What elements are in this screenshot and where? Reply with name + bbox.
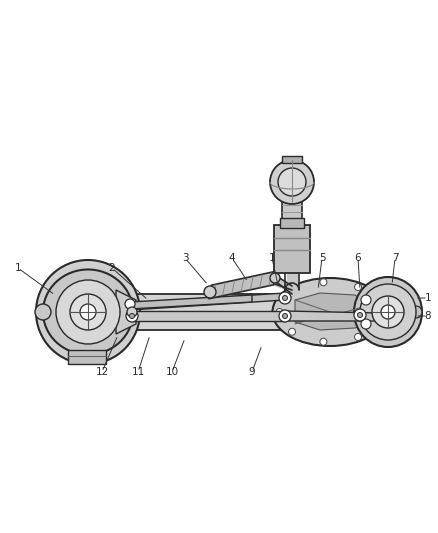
Circle shape (320, 279, 327, 286)
Circle shape (126, 310, 138, 322)
Bar (282, 195, 302, 220)
Text: 10: 10 (166, 367, 179, 377)
Polygon shape (130, 295, 252, 309)
Circle shape (127, 307, 137, 317)
Circle shape (276, 309, 283, 316)
Text: 9: 9 (249, 367, 255, 377)
Text: 5: 5 (319, 253, 325, 263)
Circle shape (320, 338, 327, 345)
Polygon shape (116, 290, 136, 334)
Circle shape (125, 299, 135, 309)
Polygon shape (68, 294, 415, 330)
Text: 8: 8 (425, 311, 431, 321)
Bar (280, 218, 304, 228)
Circle shape (278, 168, 306, 196)
Polygon shape (130, 293, 285, 310)
Circle shape (289, 289, 296, 296)
Circle shape (372, 296, 404, 328)
Circle shape (279, 292, 291, 304)
Circle shape (375, 301, 382, 308)
Text: 2: 2 (109, 263, 115, 273)
Circle shape (360, 284, 416, 340)
Polygon shape (208, 271, 276, 299)
Circle shape (204, 286, 216, 298)
Circle shape (70, 294, 106, 330)
Text: 1: 1 (268, 253, 276, 263)
Polygon shape (130, 311, 285, 321)
Circle shape (80, 304, 96, 320)
Circle shape (354, 284, 361, 290)
Text: 12: 12 (95, 367, 109, 377)
Ellipse shape (354, 277, 422, 347)
Text: 4: 4 (229, 253, 235, 263)
Circle shape (361, 319, 371, 329)
Circle shape (357, 312, 363, 318)
Bar (282, 156, 302, 163)
Polygon shape (295, 293, 370, 330)
Polygon shape (285, 311, 380, 321)
Circle shape (381, 305, 395, 319)
Circle shape (270, 273, 280, 283)
Ellipse shape (43, 270, 133, 354)
Polygon shape (68, 350, 106, 364)
Text: 1: 1 (15, 263, 21, 273)
Ellipse shape (272, 278, 388, 346)
Circle shape (375, 316, 382, 324)
Circle shape (354, 334, 361, 341)
Circle shape (279, 310, 291, 322)
Text: 11: 11 (131, 367, 145, 377)
Bar (274, 225, 310, 273)
Circle shape (354, 309, 366, 321)
Circle shape (410, 306, 422, 318)
Circle shape (36, 260, 140, 364)
Circle shape (130, 313, 134, 319)
Circle shape (270, 160, 314, 204)
Circle shape (56, 280, 120, 344)
Text: 7: 7 (392, 253, 398, 263)
Text: 3: 3 (182, 253, 188, 263)
Text: 1: 1 (425, 293, 431, 303)
Circle shape (289, 328, 296, 335)
Circle shape (283, 313, 287, 319)
Circle shape (361, 295, 371, 305)
Circle shape (283, 295, 287, 301)
Text: 6: 6 (355, 253, 361, 263)
Circle shape (35, 304, 51, 320)
